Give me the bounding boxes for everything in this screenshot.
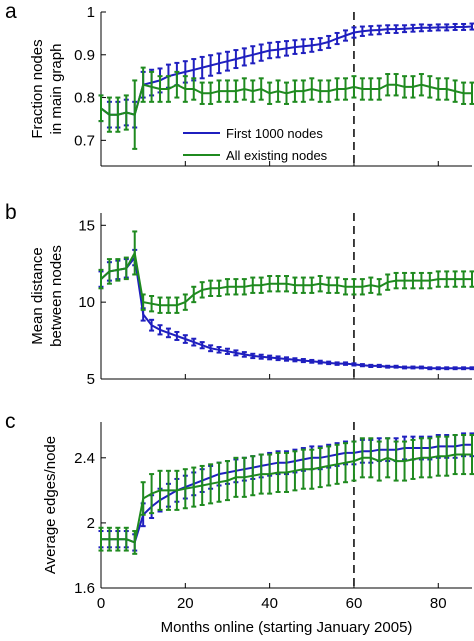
y-tick-label: 5 — [87, 371, 95, 388]
series-first-1000-nodes — [98, 248, 474, 371]
x-tick-label: 0 — [97, 595, 105, 612]
y-axis-title: Average edges/node — [42, 436, 59, 574]
x-axis-title: Months online (starting January 2005) — [161, 619, 413, 636]
legend: First 1000 nodes All existing nodes — [183, 126, 328, 163]
y-tick-label: 0.7 — [74, 132, 95, 149]
series-all-existing-nodes — [98, 66, 474, 150]
panel-letter: c — [5, 410, 16, 433]
panel-letter: b — [5, 201, 17, 224]
y-tick-label: 2 — [87, 515, 95, 532]
y-tick-label: 0.8 — [74, 90, 95, 107]
panel-b: 5 10 15 b Mean distance between nodes — [5, 201, 474, 388]
panel-a: 0.7 0.8 0.9 1 a Fraction nodes in main graph Fi… — [5, 0, 474, 167]
series-all-existing-nodes — [98, 230, 474, 314]
series-line — [100, 250, 472, 307]
y-axis-title: between nodes — [48, 245, 65, 347]
y-tick-label: 10 — [78, 294, 95, 311]
x-tick-label: 80 — [430, 595, 447, 612]
y-tick-label: 0.9 — [74, 47, 95, 64]
y-tick-label: 1.6 — [74, 580, 95, 597]
y-tick-label: 15 — [78, 217, 95, 234]
y-axis-title: in main graph — [48, 44, 65, 135]
x-tick-label: 40 — [261, 595, 278, 612]
series-line — [100, 25, 473, 116]
series-line — [100, 255, 472, 370]
y-tick-label: 1 — [87, 4, 95, 21]
y-tick-label: 2.4 — [74, 450, 95, 467]
series-all-existing-nodes — [98, 434, 474, 555]
panel-c: 1.6 2 2.4 0 20 40 60 80 c Average edges/node Month… — [5, 410, 474, 636]
x-tick-label: 20 — [177, 595, 194, 612]
series-line — [100, 83, 472, 116]
legend-label: All existing nodes — [226, 148, 328, 163]
y-axis-title: Mean distance — [29, 247, 46, 345]
series-line — [101, 453, 472, 544]
y-axis-title: Fraction nodes — [29, 39, 46, 138]
series-first-1000-nodes — [98, 22, 474, 129]
x-tick-label: 60 — [346, 595, 363, 612]
panel-letter: a — [5, 0, 17, 23]
legend-label: First 1000 nodes — [226, 126, 323, 141]
